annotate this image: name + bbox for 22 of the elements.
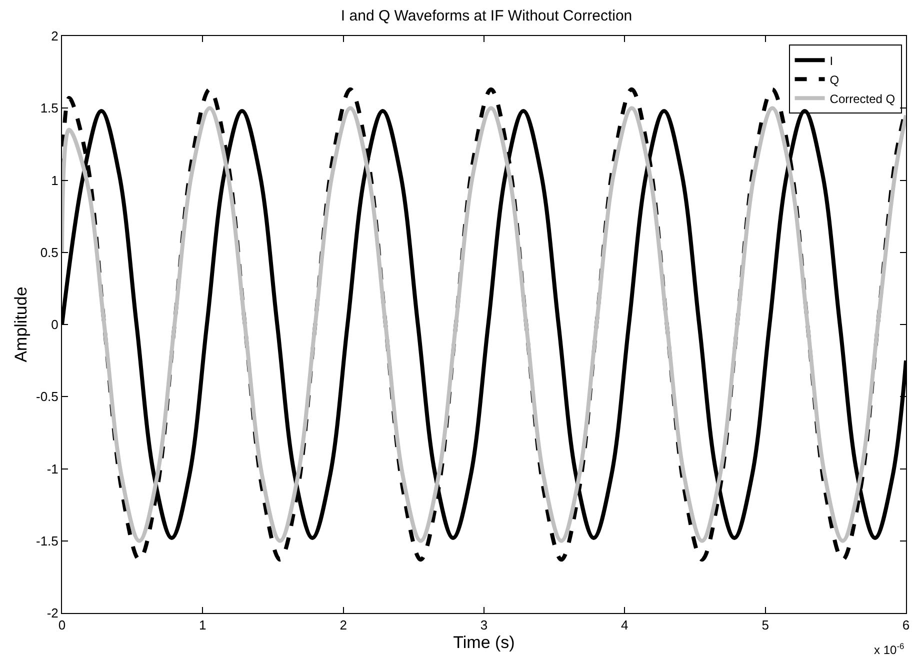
x-axis-title: Time (s) bbox=[453, 633, 515, 652]
x-tick-label: 4 bbox=[621, 618, 628, 633]
y-tick-label: 2 bbox=[51, 28, 58, 44]
legend-label: Corrected Q bbox=[830, 92, 896, 106]
y-tick-label: 0 bbox=[51, 317, 58, 332]
x-tick-label: 1 bbox=[199, 618, 206, 633]
y-tick-label: -2 bbox=[46, 606, 58, 621]
y-tick-label: 1.5 bbox=[40, 100, 58, 116]
chart-title: I and Q Waveforms at IF Without Correction bbox=[340, 7, 632, 24]
x-tick-label: 3 bbox=[480, 618, 488, 633]
x-tick-label: 2 bbox=[340, 618, 347, 633]
y-tick-label: -0.5 bbox=[36, 389, 58, 404]
legend-label: I bbox=[830, 54, 834, 68]
y-axis-title: Amplitude bbox=[12, 286, 31, 362]
y-tick-label: 1 bbox=[51, 172, 58, 188]
legend-label: Q bbox=[830, 72, 840, 87]
x-tick-label: 5 bbox=[762, 618, 769, 633]
x-tick-label: 6 bbox=[902, 618, 910, 633]
y-tick-label: -1 bbox=[46, 461, 58, 476]
text: x 10$^{-6}$ bbox=[874, 641, 904, 658]
y-tick-label: -1.5 bbox=[36, 533, 58, 548]
y-tick-label: 0.5 bbox=[40, 244, 58, 260]
